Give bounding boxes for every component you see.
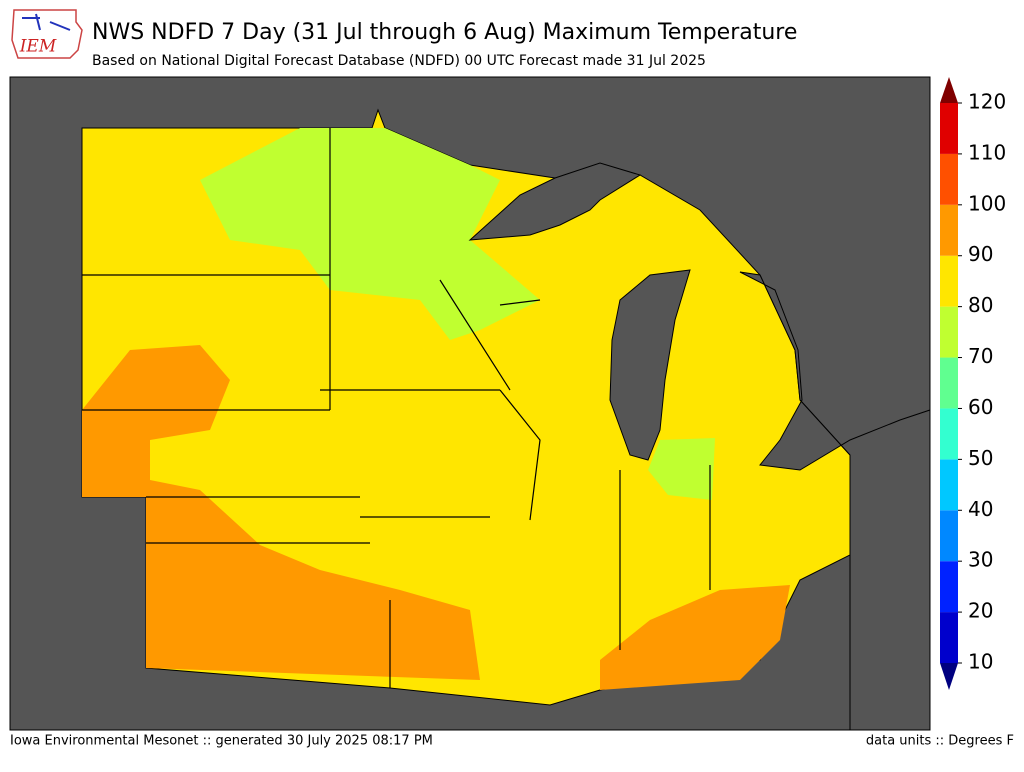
colorbar-segment bbox=[940, 204, 958, 256]
colorbar-tick-label: 50 bbox=[968, 446, 993, 470]
colorbar-segment bbox=[940, 306, 958, 358]
cool-region bbox=[648, 438, 715, 500]
lake-huron bbox=[739, 271, 931, 731]
colorbar-tick-label: 80 bbox=[968, 293, 993, 317]
colorbar-tick-label: 30 bbox=[968, 548, 993, 572]
colorbar-under-arrow bbox=[940, 663, 958, 690]
colorbar-segment bbox=[940, 612, 958, 663]
map bbox=[9, 76, 931, 731]
colorbar-segment bbox=[940, 255, 958, 307]
colorbar-tick-label: 10 bbox=[968, 650, 993, 674]
colorbar-tick-label: 20 bbox=[968, 599, 993, 623]
footer-right: data units :: Degrees F bbox=[866, 734, 1014, 749]
state-borders bbox=[82, 128, 711, 688]
warm-region bbox=[82, 345, 480, 680]
colorbar-tick-label: 40 bbox=[968, 497, 993, 521]
colorbar-segment bbox=[940, 357, 958, 409]
lake-superior bbox=[468, 162, 642, 241]
footer-left: Iowa Environmental Mesonet :: generated … bbox=[10, 734, 433, 749]
colorbar-tick-label: 100 bbox=[968, 191, 1006, 215]
colorbar-segment bbox=[940, 561, 958, 613]
colorbar: 10 20 30 40 50 60 70 80 90 100 110 120 bbox=[940, 77, 1006, 690]
lake-michigan bbox=[609, 269, 691, 461]
colorbar-segment bbox=[940, 103, 958, 154]
colorbar-segment bbox=[940, 153, 958, 205]
logo-icon bbox=[22, 13, 71, 31]
colorbar-tick-label: 60 bbox=[968, 395, 993, 419]
colorbar-over-arrow bbox=[940, 77, 958, 103]
logo-outline bbox=[11, 9, 83, 59]
colorbar-tick-label: 90 bbox=[968, 242, 993, 266]
colorbar-tick-label: 110 bbox=[968, 140, 1006, 164]
warm-region bbox=[600, 585, 790, 690]
subtitle: Based on National Digital Forecast Datab… bbox=[92, 53, 706, 69]
logo-text: IEM bbox=[19, 37, 57, 57]
colorbar-segment bbox=[940, 459, 958, 511]
colorbar-segment bbox=[940, 408, 958, 460]
cool-region bbox=[200, 128, 540, 340]
colorbar-tick-label: 70 bbox=[968, 344, 993, 368]
title: NWS NDFD 7 Day (31 Jul through 6 Aug) Ma… bbox=[92, 20, 797, 45]
colorbar-segment bbox=[940, 510, 958, 562]
logo: IEM bbox=[11, 9, 83, 59]
colorbar-tick-label: 120 bbox=[968, 90, 1006, 114]
